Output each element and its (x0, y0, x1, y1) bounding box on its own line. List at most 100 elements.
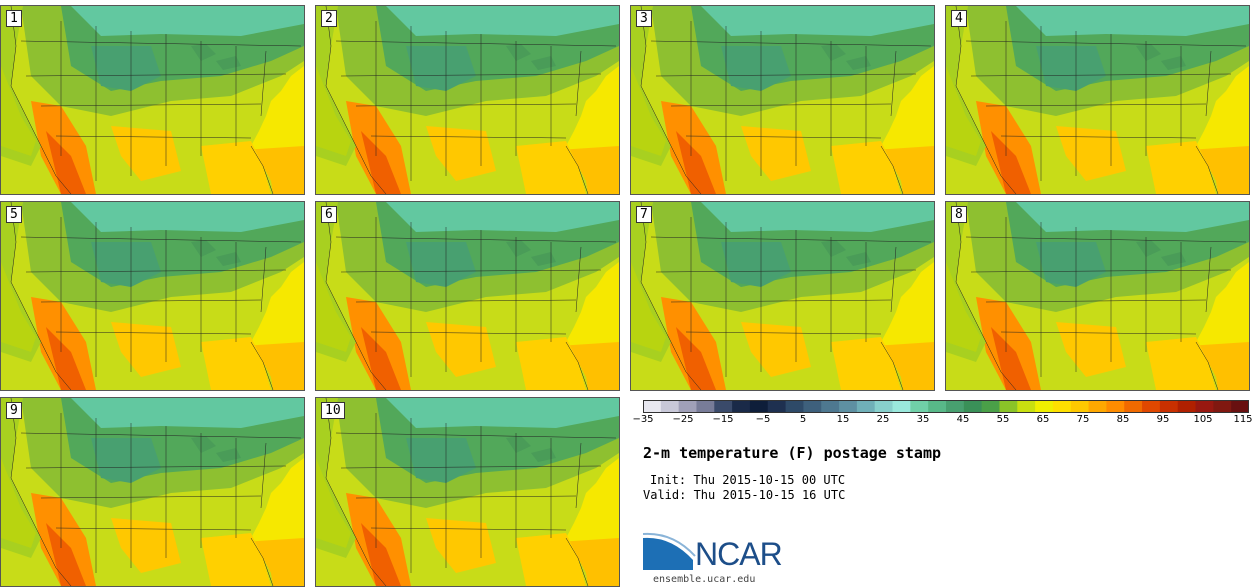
colorbar-tick-label: 95 (1156, 414, 1170, 425)
panel-label: 10 (321, 402, 345, 419)
map-pacific (1, 262, 36, 352)
colorbar-swatch (1159, 400, 1179, 413)
map-southeast-warm (831, 141, 901, 194)
member-panel-7: 7 (630, 201, 935, 391)
colorbar-tick-label: −35 (632, 414, 654, 425)
map-canada-cold (386, 202, 619, 232)
colorbar-border (643, 400, 1249, 413)
map-plains-cold (406, 438, 476, 483)
map-southeast-warm (516, 141, 586, 194)
map-southwest-hotter (676, 327, 716, 390)
colorbar-swatch (660, 400, 680, 413)
colorbar-swatch (696, 400, 715, 413)
map-pacific (1, 66, 36, 156)
map-great-lakes (1136, 44, 1186, 70)
map-canada-cold (1016, 202, 1249, 232)
map-great-lakes (191, 436, 241, 462)
panel-label: 9 (6, 402, 22, 419)
map-southeast-warm (516, 337, 586, 390)
colorbar-swatch (1231, 400, 1249, 413)
map-texas-warm (426, 518, 496, 573)
colorbar-swatch (1142, 400, 1161, 413)
colorbar-swatch (643, 400, 662, 413)
map-southeast-warm (1146, 337, 1216, 390)
plot-title: 2-m temperature (F) postage stamp (643, 444, 942, 462)
map-canada-cold (71, 202, 304, 232)
map-southwest-hotter (361, 523, 401, 586)
colorbar-swatch (910, 400, 929, 413)
colorbar-swatch (749, 400, 769, 413)
map-texas-warm (111, 322, 181, 377)
colorbar-swatch (714, 400, 733, 413)
member-panel-2: 2 (315, 5, 620, 195)
map-plains-cold (1036, 46, 1106, 91)
member-panel-1: 1 (0, 5, 305, 195)
map-state-boundaries (640, 6, 932, 194)
map-southwest-hot (976, 297, 1041, 390)
map-canada-cold (71, 6, 304, 36)
colorbar-tick-label: 35 (916, 414, 930, 425)
colorbar-tick-label: 85 (1116, 414, 1130, 425)
map-state-boundaries (955, 6, 1247, 194)
map-southwest-hot (661, 297, 726, 390)
colorbar-tick-label: 5 (799, 414, 807, 425)
map-state-boundaries (325, 6, 617, 194)
map-pacific (946, 262, 981, 352)
colorbar-swatch (981, 400, 1000, 413)
colorbar-swatch (874, 400, 894, 413)
map-state-boundaries (325, 398, 617, 586)
colorbar-tick-label: −5 (755, 414, 771, 425)
map-plains-cold (91, 242, 161, 287)
map-southwest-hotter (676, 131, 716, 194)
map-canada-cold (1016, 6, 1249, 36)
member-panel-4: 4 (945, 5, 1250, 195)
map-texas-warm (111, 126, 181, 181)
colorbar-swatch (1017, 400, 1036, 413)
map-pacific (1, 458, 36, 548)
map-great-lakes (506, 436, 556, 462)
map-southwest-hot (31, 101, 96, 194)
map-southwest-hotter (991, 327, 1031, 390)
map-texas-warm (1056, 322, 1126, 377)
map-canada-cold (701, 202, 934, 232)
map-southeast-warm (516, 533, 586, 586)
map-southeast-warm (201, 533, 271, 586)
map-plains-cold (91, 46, 161, 91)
colorbar-swatch (1124, 400, 1143, 413)
colorbar-swatch (767, 400, 787, 413)
map-pacific (316, 66, 351, 156)
map-plains-cold (1036, 242, 1106, 287)
map-southwest-hotter (991, 131, 1031, 194)
map-canada-cold (701, 6, 934, 36)
map-southwest-hotter (46, 131, 86, 194)
map-southwest-hot (976, 101, 1041, 194)
map-plains-cold (721, 46, 791, 91)
map-southwest-hot (31, 297, 96, 390)
map-texas-warm (426, 322, 496, 377)
map-pacific (316, 262, 351, 352)
panel-label: 1 (6, 10, 22, 27)
map-state-boundaries (955, 202, 1247, 390)
map-canada-cold (71, 398, 304, 428)
colorbar-swatch (1177, 400, 1197, 413)
ncar-logo-icon (643, 532, 696, 570)
colorbar-tick-label: 105 (1193, 414, 1213, 425)
map-pacific (316, 458, 351, 548)
map-canada-cold (386, 398, 619, 428)
map-great-lakes (821, 240, 871, 266)
map-pacific (946, 66, 981, 156)
map-great-lakes (1136, 240, 1186, 266)
panel-label: 7 (636, 206, 652, 223)
map-texas-warm (1056, 126, 1126, 181)
map-great-lakes (821, 44, 871, 70)
colorbar-swatch (803, 400, 822, 413)
colorbar-swatch (1213, 400, 1232, 413)
map-southwest-hotter (361, 327, 401, 390)
colorbar-tick-label: 45 (956, 414, 970, 425)
panel-label: 5 (6, 206, 22, 223)
map-southwest-hot (31, 493, 96, 586)
map-plains-cold (406, 242, 476, 287)
colorbar-tick-labels: −35 −25 −15 −5 5 15 25 35 45 55 65 75 85 95 105 115 (625, 414, 1260, 430)
map-great-lakes (506, 240, 556, 266)
colorbar-swatch (1052, 400, 1072, 413)
